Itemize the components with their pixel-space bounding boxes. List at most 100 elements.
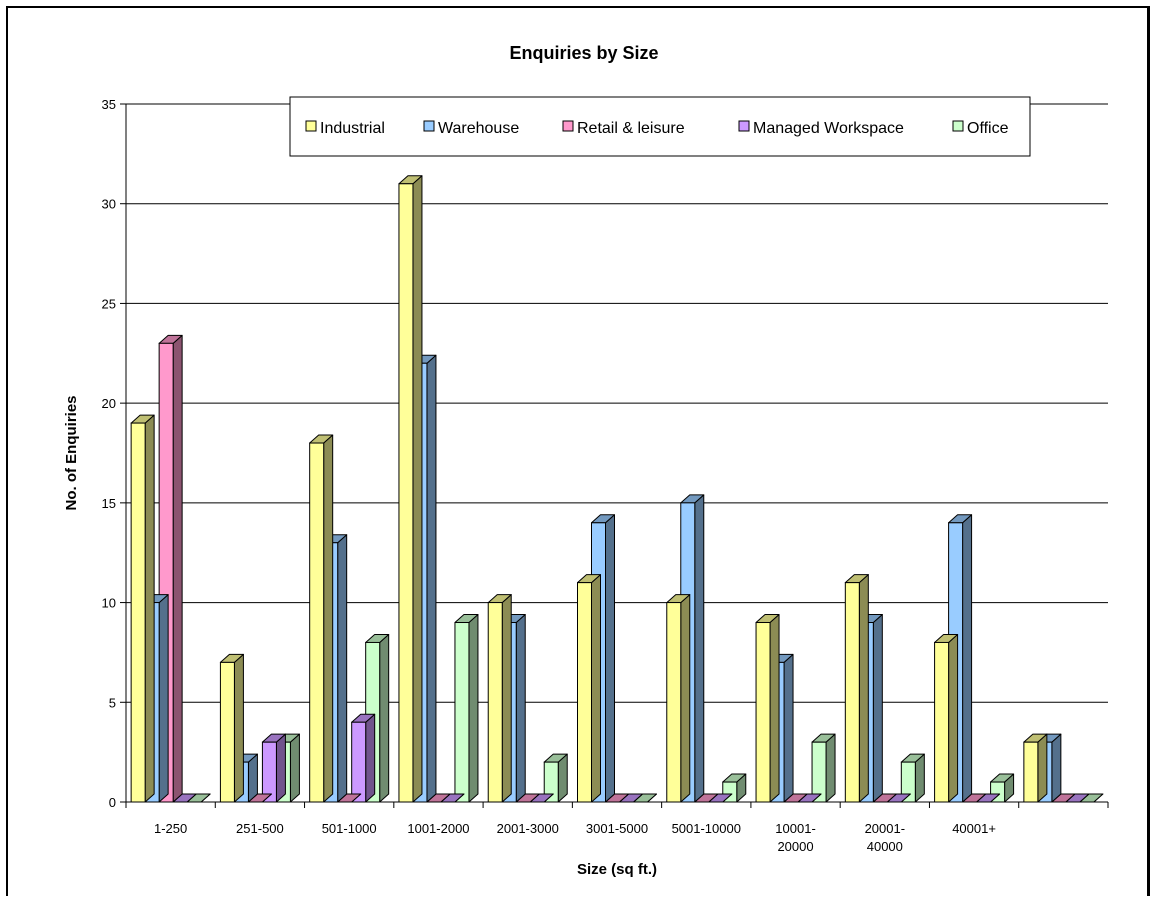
bar-front (900, 761, 916, 803)
bar-front (755, 622, 771, 803)
bar (577, 574, 601, 803)
bar-side (158, 594, 169, 803)
bar-side (379, 633, 390, 803)
bar-side (680, 594, 691, 803)
bar-side (275, 733, 286, 803)
legend-swatch (738, 120, 750, 132)
legend-swatch (562, 120, 574, 132)
bar (487, 594, 512, 803)
bar-front (811, 741, 827, 803)
bar (130, 414, 155, 803)
y-tick-label: 20 (102, 396, 116, 411)
x-tick-label: 40001+ (952, 821, 996, 836)
chart-title: Enquiries by Size (509, 43, 658, 63)
x-tick-label: 20000 (777, 839, 813, 854)
bar-side (468, 614, 479, 803)
bar (543, 753, 568, 803)
bar (755, 614, 780, 803)
bar-front (577, 582, 592, 803)
bar (398, 175, 423, 803)
legend-label: Industrial (320, 120, 385, 137)
bar-side (769, 614, 780, 803)
bar-side (323, 434, 334, 803)
y-tick-label: 0 (109, 795, 116, 810)
bar-front (666, 602, 682, 803)
bar (722, 773, 747, 803)
bar-side (365, 713, 376, 803)
bar-side (783, 653, 794, 803)
bar-front (934, 641, 950, 803)
bar-side (515, 614, 526, 803)
legend-swatch (305, 120, 317, 132)
bar-front (487, 602, 503, 803)
legend-swatch (952, 120, 964, 132)
y-axis-title: No. of Enquiries (63, 395, 80, 510)
bar (261, 733, 286, 803)
bar-side (1051, 733, 1062, 803)
bar-front (454, 622, 470, 803)
bar-side (962, 514, 973, 803)
bar-front (130, 422, 146, 803)
bar-side (825, 733, 836, 803)
bar (844, 574, 869, 803)
bar (934, 633, 959, 803)
bar-side (337, 534, 348, 803)
y-tick-label: 5 (109, 695, 116, 710)
y-tick-label: 35 (102, 97, 116, 112)
legend-item: Warehouse (423, 120, 519, 137)
bar-side (872, 614, 883, 803)
x-tick-label: 2001-3000 (497, 821, 559, 836)
bar-side (233, 653, 244, 803)
bar-side (858, 574, 869, 803)
bar-front (309, 442, 325, 803)
bar-side (591, 574, 601, 803)
legend-item: Managed Workspace (738, 120, 904, 137)
y-tick-labels: 0 5 10 15 20 25 30 35 (102, 97, 116, 810)
y-tick-label: 15 (102, 496, 116, 511)
x-tick-label: 251-500 (236, 821, 284, 836)
legend-swatch (423, 120, 435, 132)
legend: Industrial Warehouse Retail & leisure Manag… (289, 96, 1031, 157)
bar (219, 653, 244, 803)
x-tick-label: 1-250 (154, 821, 187, 836)
bar-front (398, 183, 414, 803)
bar-side (172, 334, 183, 803)
x-tick-labels: 1-250 251-500 501-1000 1001-2000 2001-3000 30… (154, 821, 996, 854)
bar (454, 614, 479, 803)
y-tick-label: 30 (102, 197, 116, 212)
x-tick-label: 40000 (867, 839, 903, 854)
bar (666, 594, 691, 803)
bar-side (948, 633, 959, 803)
bars (130, 175, 1104, 803)
bar-front (351, 721, 367, 803)
bar-side (144, 414, 155, 803)
legend-label: Office (967, 120, 1009, 137)
legend-item: Industrial (305, 120, 385, 137)
bar (900, 753, 925, 803)
bar-front (219, 661, 235, 803)
bar-side (1037, 733, 1048, 803)
x-tick-label: 10001- (775, 821, 815, 836)
bar-side (501, 594, 512, 803)
bar-front (1023, 741, 1039, 803)
bar (811, 733, 836, 803)
legend-item: Retail & leisure (562, 120, 685, 137)
legend-box (289, 96, 1031, 157)
x-tick-label: 20001- (865, 821, 905, 836)
y-tick-label: 25 (102, 296, 116, 311)
bar-front (543, 761, 559, 803)
bar (351, 713, 376, 803)
x-axis-title: Size (sq ft.) (577, 861, 657, 878)
legend-label: Warehouse (438, 120, 519, 137)
bar (309, 434, 334, 803)
bar-side (694, 494, 705, 803)
legend-item: Office (952, 120, 1009, 137)
legend-label: Managed Workspace (753, 120, 904, 137)
legend-label: Retail & leisure (577, 120, 685, 137)
bar-side (426, 354, 437, 803)
bar-side (412, 175, 423, 803)
bar (990, 773, 1015, 803)
bar-side (605, 514, 615, 803)
x-tick-label: 1001-2000 (407, 821, 469, 836)
